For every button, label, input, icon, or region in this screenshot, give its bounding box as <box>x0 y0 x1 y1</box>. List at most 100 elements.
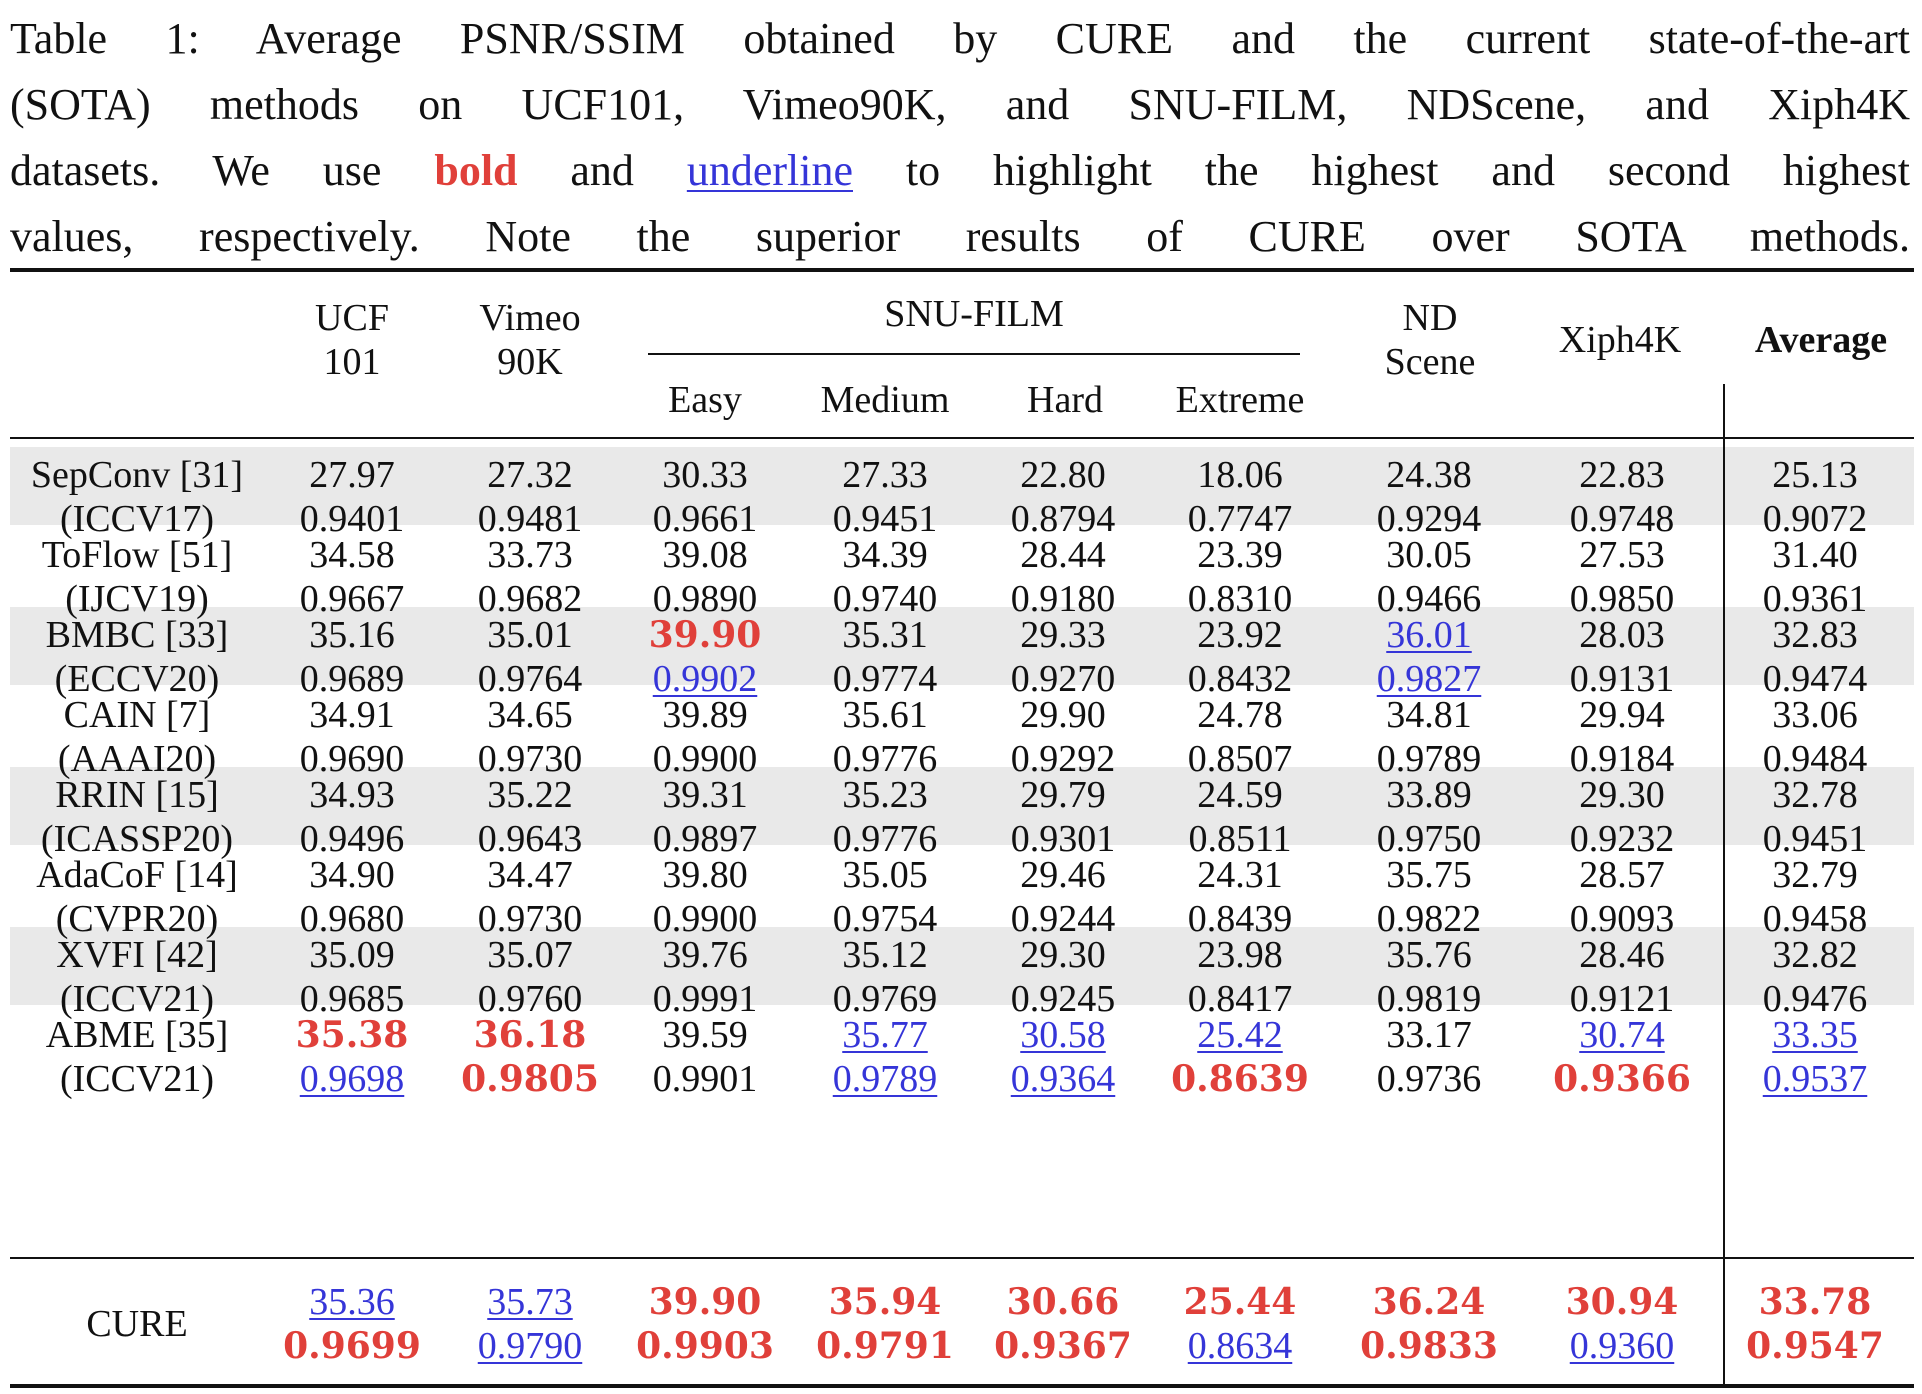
ssim-value: 0.9819 <box>1376 978 1482 1020</box>
ssim-value: 0.9890 <box>652 578 758 620</box>
ssim-value: 0.9537 <box>1762 1058 1868 1100</box>
psnr-value: 24.78 <box>1197 694 1283 736</box>
psnr-value: 22.83 <box>1579 454 1665 496</box>
psnr-value: 32.83 <box>1772 614 1858 656</box>
ssim-value: 0.9451 <box>832 498 938 540</box>
table-cell: 39.90 0.9902 <box>620 613 790 701</box>
table-cell: 39.59 0.9901 <box>620 1013 790 1101</box>
ssim-value: 0.9730 <box>477 738 583 780</box>
table-cell: 23.39 0.8310 <box>1155 533 1325 621</box>
method-label: AdaCoF [14] <box>36 854 238 896</box>
table-cell: 33.89 0.9750 <box>1344 773 1514 861</box>
ssim-value: 0.9991 <box>652 978 758 1020</box>
method-name: SepConv [31] (ICCV17) <box>8 453 266 541</box>
table-cell: 28.57 0.9093 <box>1537 853 1707 941</box>
table-cell: 29.94 0.9184 <box>1537 693 1707 781</box>
psnr-value: 23.39 <box>1197 534 1283 576</box>
table-cell: 33.17 0.9736 <box>1344 1013 1514 1101</box>
table-cell: 35.07 0.9760 <box>445 933 615 1021</box>
table-cell: 35.12 0.9769 <box>800 933 970 1021</box>
caption-text: datasets. We use <box>10 146 382 195</box>
psnr-value: 24.38 <box>1386 454 1472 496</box>
psnr-value: 35.31 <box>842 614 928 656</box>
psnr-value: 29.30 <box>1579 774 1665 816</box>
psnr-value: 39.80 <box>662 854 748 896</box>
caption-bold-word: bold <box>434 146 518 195</box>
top-rule <box>10 268 1914 272</box>
caption-text: to highlight the highest and second high… <box>905 146 1911 195</box>
caption-line-1: Table 1: Average PSNR/SSIM obtained by C… <box>10 14 1910 63</box>
table-cell: 35.01 0.9764 <box>445 613 615 701</box>
psnr-value: 34.90 <box>309 854 395 896</box>
table-cell: 29.33 0.9270 <box>978 613 1148 701</box>
ssim-value: 0.9466 <box>1376 578 1482 620</box>
table-cell: 27.33 0.9451 <box>800 453 970 541</box>
psnr-value: 35.01 <box>487 614 573 656</box>
table-cell: 31.40 0.9361 <box>1730 533 1900 621</box>
table-cell: 36.18 0.9805 <box>445 1013 615 1101</box>
table-cell: 35.38 0.9698 <box>267 1013 437 1101</box>
psnr-value: 30.94 <box>1565 1281 1679 1323</box>
psnr-value: 32.82 <box>1772 934 1858 976</box>
psnr-value: 32.78 <box>1772 774 1858 816</box>
table-cell: 33.73 0.9682 <box>445 533 615 621</box>
psnr-value: 29.94 <box>1579 694 1665 736</box>
psnr-value: 30.05 <box>1386 534 1472 576</box>
ssim-value: 0.9754 <box>832 898 938 940</box>
table-cell: 35.05 0.9754 <box>800 853 970 941</box>
psnr-value: 35.36 <box>309 1281 395 1323</box>
psnr-value: 35.16 <box>309 614 395 656</box>
method-label: XVFI [42] <box>56 934 218 976</box>
table-cell: 30.74 0.9366 <box>1537 1013 1707 1101</box>
header-ucf101: UCF 101 <box>300 296 404 384</box>
psnr-value: 23.98 <box>1197 934 1283 976</box>
table-cell: 32.83 0.9474 <box>1730 613 1900 701</box>
table-cell: 35.36 0.9699 <box>267 1280 437 1368</box>
ssim-value: 0.9769 <box>832 978 938 1020</box>
table-cell: 33.06 0.9484 <box>1730 693 1900 781</box>
table-cell: 30.33 0.9661 <box>620 453 790 541</box>
table-cell: 34.47 0.9730 <box>445 853 615 941</box>
psnr-value: 35.09 <box>309 934 395 976</box>
table-cell: 28.03 0.9131 <box>1537 613 1707 701</box>
ssim-value: 0.9366 <box>1553 1058 1691 1100</box>
psnr-value: 28.57 <box>1579 854 1665 896</box>
method-venue: (ECCV20) <box>54 658 220 700</box>
psnr-value: 27.33 <box>842 454 928 496</box>
caption-line-3: datasets. We use bold and underline to h… <box>10 138 1910 204</box>
ssim-value: 0.9131 <box>1569 658 1675 700</box>
ssim-value: 0.9902 <box>652 658 758 700</box>
psnr-value: 35.07 <box>487 934 573 976</box>
method-venue: (CVPR20) <box>55 898 219 940</box>
table-cell: 39.90 0.9903 <box>620 1280 790 1368</box>
header-line: UCF <box>315 297 389 339</box>
method-name: CAIN [7] (AAAI20) <box>8 693 266 781</box>
table-cell: 35.09 0.9685 <box>267 933 437 1021</box>
psnr-value: 28.46 <box>1579 934 1665 976</box>
table-cell: 35.23 0.9776 <box>800 773 970 861</box>
cure-rule <box>10 1257 1914 1259</box>
row-band <box>10 447 1914 525</box>
ssim-value: 0.9776 <box>832 818 938 860</box>
caption-text: and <box>570 146 634 195</box>
psnr-value: 34.58 <box>309 534 395 576</box>
ssim-value: 0.9093 <box>1569 898 1675 940</box>
table-cell: 30.58 0.9364 <box>978 1013 1148 1101</box>
method-name: ABME [35] (ICCV21) <box>8 1013 266 1101</box>
ssim-value: 0.9121 <box>1569 978 1675 1020</box>
psnr-value: 25.13 <box>1772 454 1858 496</box>
table-cell: 34.90 0.9680 <box>267 853 437 941</box>
psnr-value: 29.79 <box>1020 774 1106 816</box>
ssim-value: 0.9805 <box>461 1058 599 1100</box>
table-cell: 32.79 0.9458 <box>1730 853 1900 941</box>
psnr-value: 34.65 <box>487 694 573 736</box>
psnr-value: 29.46 <box>1020 854 1106 896</box>
table-cell: 22.80 0.8794 <box>978 453 1148 541</box>
table-caption: Table 1: Average PSNR/SSIM obtained by C… <box>10 6 1910 270</box>
ssim-value: 0.9547 <box>1746 1325 1884 1367</box>
row-band <box>10 927 1914 1005</box>
method-label: CURE <box>86 1303 188 1345</box>
ssim-value: 0.9698 <box>299 1058 405 1100</box>
psnr-value: 30.74 <box>1579 1014 1665 1056</box>
ssim-value: 0.8432 <box>1187 658 1293 700</box>
